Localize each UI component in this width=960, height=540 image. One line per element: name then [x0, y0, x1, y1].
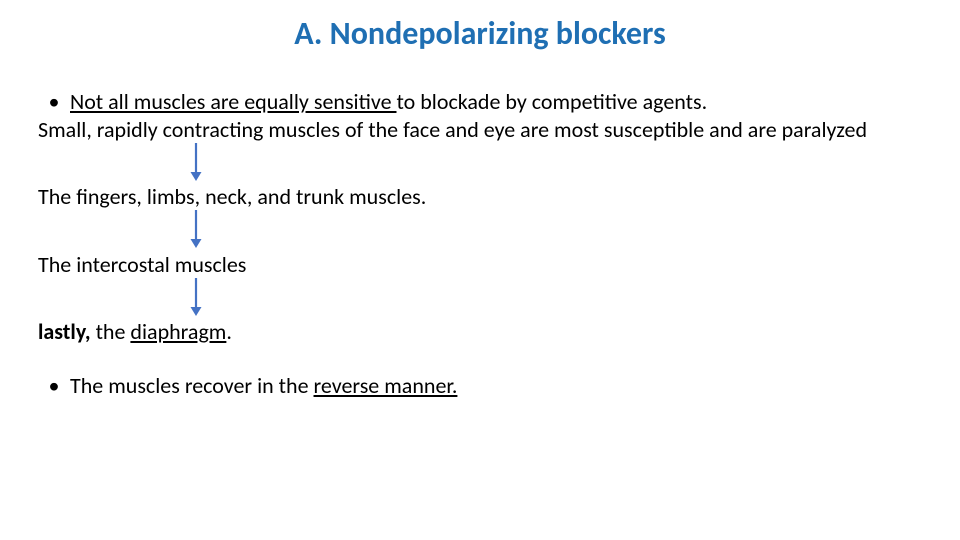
bullet-dot-icon: •: [38, 88, 70, 116]
slide: A. Nondepolarizing blockers • Not all mu…: [0, 0, 960, 540]
arrow-down-icon: [188, 278, 204, 317]
line-lastly-post: .: [226, 318, 232, 345]
line-lastly-bold: lastly,: [38, 318, 96, 345]
line-lastly-underlined: diaphragm: [130, 318, 226, 345]
line-small-muscles: Small, rapidly contracting muscles of th…: [38, 116, 922, 144]
line-small-text: Small, rapidly contracting muscles of th…: [38, 116, 867, 143]
bullet-2-text: The muscles recover in the reverse manne…: [70, 372, 457, 400]
bullet-dot-icon: •: [38, 372, 70, 400]
line-fingers: The fingers, limbs, neck, and trunk musc…: [38, 183, 922, 211]
bullet-2-pre: The muscles recover in the: [70, 372, 314, 399]
arrow-2: [188, 215, 922, 245]
line-lastly: lastly, the diaphragm.: [38, 318, 922, 346]
slide-body: • Not all muscles are equally sensitive …: [38, 88, 922, 399]
bullet-1-post: to blockade by competitive agents.: [397, 88, 708, 115]
bullet-1-text: Not all muscles are equally sensitive to…: [70, 88, 707, 116]
bullet-1: • Not all muscles are equally sensitive …: [38, 88, 922, 116]
bullet-2: • The muscles recover in the reverse man…: [38, 372, 922, 400]
line-intercostal: The intercostal muscles: [38, 251, 922, 279]
slide-title: A. Nondepolarizing blockers: [0, 14, 960, 53]
line-lastly-pre: the: [96, 318, 131, 345]
arrow-1: [188, 147, 922, 177]
arrow-down-icon: [188, 210, 204, 249]
arrow-down-icon: [188, 143, 204, 182]
bullet-1-underlined: Not all muscles are equally sensitive: [70, 88, 397, 115]
bullet-2-underlined: reverse manner.: [314, 372, 458, 399]
arrow-3: [188, 282, 922, 312]
